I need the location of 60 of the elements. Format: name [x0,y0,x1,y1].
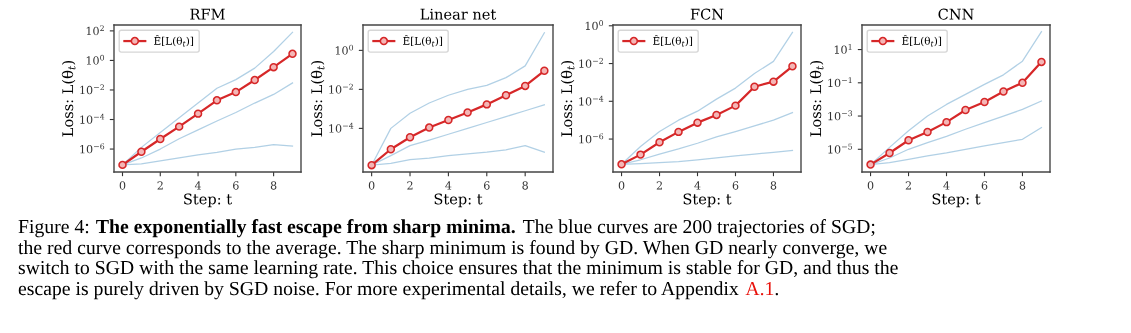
legend-label: Ê[L(θ$_{t}$)] [154,35,194,47]
y-tick-label: 10$^{−4}$ [579,95,604,106]
text: A.1 [745,281,774,296]
y-tick-label: 10$^{0}$ [86,54,105,65]
y-tick-label: 10$^{0}$ [335,44,354,55]
y-tick-label: 10$^{−5}$ [828,143,853,154]
x-axis-title: Step: t [434,193,483,208]
y-axis-title: Loss: L(θ$_{t}$) [61,60,76,137]
y-tick-label: 10$^{−6}$ [579,133,604,144]
y-tick-label: 10$^{−2}$ [329,83,353,94]
x-tick-label: 4 [445,181,452,190]
x-tick-label: 2 [656,181,662,190]
text: the red curve corresponds to the average. The sharp minimum is found by GD. When GD nearly converge, we [18,240,887,259]
x-tick-label: 2 [905,181,911,190]
text: The exponentially fast escape from sharp minima. [96,219,515,238]
x-tick-label: 0 [867,181,874,190]
x-tick-label: 6 [732,181,739,190]
y-tick-label: 10$^{2}$ [86,25,104,36]
x-tick-label: 4 [694,181,701,190]
x-tick-label: 8 [1019,181,1026,190]
x-tick-label: 2 [407,181,413,190]
y-tick-label: 10$^{−1}$ [828,77,852,88]
text: . [775,292,779,296]
x-tick-label: 0 [119,181,126,190]
x-tick-label: 6 [484,181,490,190]
y-axis-title: Loss: L(θ$_{t}$) [310,60,325,137]
x-axis-title: Step: t [683,193,732,208]
x-tick-label: 4 [194,181,202,190]
chart-title: Linear net [420,8,497,20]
caption: Figure 4: [18,219,89,238]
x-axis-title: Step: t [932,193,981,208]
x-tick-label: 8 [270,181,277,190]
y-axis-title: Loss: L(θ$_{t}$) [560,60,575,137]
y-tick-label: 10$^{−2}$ [579,57,603,68]
y-tick-label: 10$^{−3}$ [828,110,853,121]
y-tick-label: 10$^{0}$ [585,20,604,31]
x-tick-label: 8 [770,181,777,190]
x-axis-title: Step: t [184,193,232,208]
x-tick-label: 0 [368,181,375,190]
text: The blue curves are 200 trajectories of SGD; [522,219,875,238]
chart-title: FCN [690,8,724,20]
x-tick-label: 4 [943,181,950,190]
y-tick-label: 10$^{−2}$ [80,84,104,95]
legend-label: Ê[L(θ$_{t}$)] [403,35,443,47]
y-tick-label: 10$^{−4}$ [329,122,354,133]
x-tick-label: 6 [981,181,988,190]
legend-label: Ê[L(θ$_{t}$)] [902,35,942,47]
x-tick-label: 0 [618,181,625,190]
x-tick-label: 8 [522,181,528,190]
y-axis-title: Loss: L(θ$_{t}$) [809,60,824,137]
x-tick-label: 6 [233,181,239,190]
chart-title: CNN [938,8,974,20]
y-tick-label: 10$^{−4}$ [80,113,105,124]
y-tick-label: 10$^{−6}$ [80,143,105,154]
text: escape is purely driven by SGD noise. For more experimental details, we refer to Appendix [18,281,739,300]
text: switch to SGD with the same learning rate. This choice ensures that the minimum is stable for GD, and thus the [18,260,898,279]
y-tick-label: 10$^{1}$ [834,43,852,54]
chart-title: RFM [190,8,225,20]
legend-label: Ê[L(θ$_{t}$)] [653,35,693,47]
x-tick-label: 2 [157,181,163,190]
